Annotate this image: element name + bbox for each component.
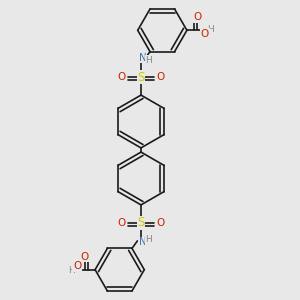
Text: O: O xyxy=(157,218,165,228)
Text: S: S xyxy=(137,70,145,84)
Text: O: O xyxy=(73,261,81,271)
Text: O: O xyxy=(117,218,125,228)
Text: H: H xyxy=(145,235,152,244)
Text: H: H xyxy=(208,25,214,34)
Text: S: S xyxy=(137,216,145,230)
Text: O: O xyxy=(201,29,209,39)
Text: O: O xyxy=(157,72,165,82)
Text: H: H xyxy=(145,56,152,65)
Text: N: N xyxy=(139,237,146,248)
Text: N: N xyxy=(139,52,146,63)
Text: O: O xyxy=(117,72,125,82)
Text: O: O xyxy=(193,12,201,22)
Text: H: H xyxy=(68,266,74,275)
Text: O: O xyxy=(81,251,89,262)
